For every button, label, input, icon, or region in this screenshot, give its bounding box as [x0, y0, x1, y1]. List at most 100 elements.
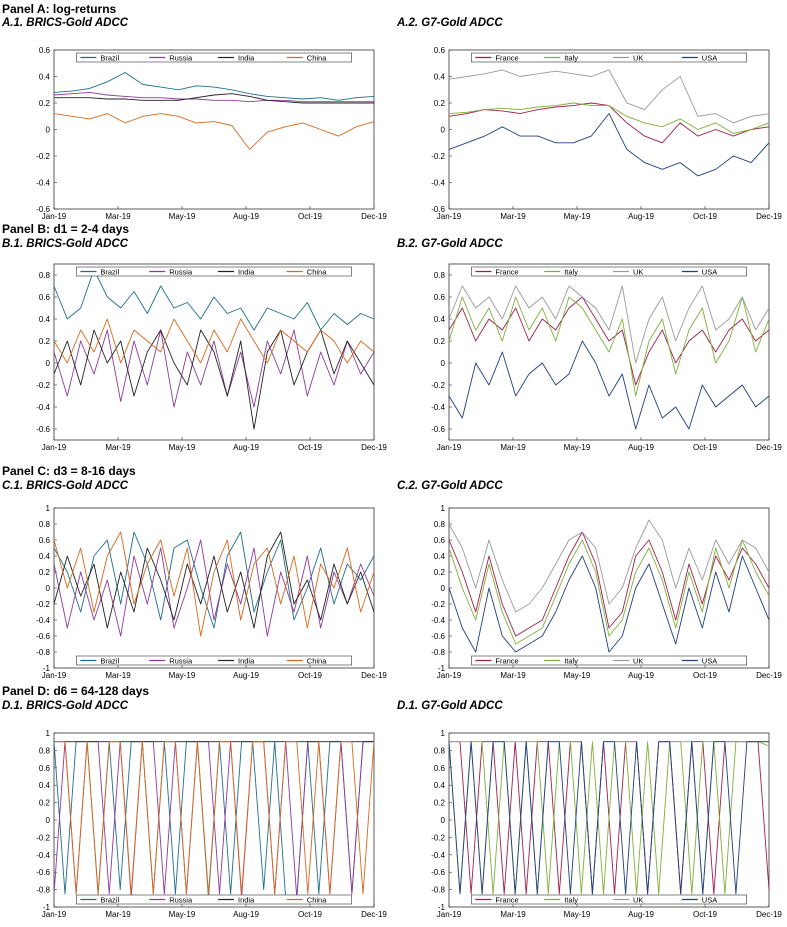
chart-d2-title: D.1. G7-Gold ADCC — [397, 700, 503, 712]
legend-box — [76, 894, 352, 905]
x-tick-label: Jan-19 — [42, 212, 67, 221]
y-tick-label: -0.2 — [36, 381, 50, 390]
series-line-china — [53, 531, 375, 637]
legend-box — [471, 52, 747, 63]
legend-label-russia: Russia — [169, 53, 193, 62]
y-tick-label: -0.4 — [36, 851, 50, 860]
y-tick-label: 0.6 — [39, 293, 51, 302]
y-tick-label: -0.4 — [36, 403, 50, 412]
y-tick-label: 0.4 — [39, 552, 51, 561]
x-tick-label: Aug-19 — [628, 212, 654, 221]
legend-label-china: China — [307, 267, 327, 276]
y-tick-label: 0.4 — [39, 781, 51, 790]
y-tick-label: 0.8 — [434, 271, 446, 280]
y-tick-label: 0.8 — [434, 520, 446, 529]
y-tick-label: 0 — [441, 584, 446, 593]
series-line-india — [53, 531, 375, 629]
y-tick-label: 1 — [441, 729, 446, 738]
legend-label-france: France — [495, 895, 518, 904]
legend-label-india: India — [238, 895, 255, 904]
chart-a2: -0.6 -0.4 -0.2 0 0.2 0.4 0.6 Jan-19 Mar-19 May-19… — [431, 46, 782, 221]
chart-c2: -1 -0.8 -0.6 -0.4 -0.2 0 0.2 0.4 0.6 0.8 1 Jan-19 Ma… — [431, 504, 782, 680]
y-tick-label: 1 — [441, 504, 446, 513]
legend-label-usa: USA — [702, 53, 717, 62]
legend-label-italy: Italy — [564, 656, 578, 665]
x-tick-label: Oct-19 — [693, 910, 718, 919]
x-tick-label: Dec-19 — [756, 212, 782, 221]
x-tick-label: Oct-19 — [298, 671, 323, 680]
y-tick-label: 1 — [46, 729, 51, 738]
y-tick-label: 0.4 — [434, 315, 446, 324]
y-tick-label: 0.4 — [434, 552, 446, 561]
y-tick-label: 0.6 — [39, 46, 51, 55]
chart-d1: -1 -0.8 -0.6 -0.4 -0.2 0 0.2 0.4 0.6 0.8 1 Jan-19 Ma… — [36, 729, 387, 919]
series-line-uk — [448, 69, 770, 124]
y-tick-label: -0.4 — [431, 616, 445, 625]
y-tick-label: -0.2 — [431, 381, 445, 390]
y-tick-label: -0.4 — [431, 851, 445, 860]
x-tick-label: Jan-19 — [42, 671, 67, 680]
y-tick-label: -1 — [438, 664, 446, 673]
y-tick-label: -0.2 — [36, 152, 50, 161]
chart-b2: -0.6 -0.4 -0.2 0 0.2 0.4 0.6 0.8 Jan-19 Mar-19 May… — [431, 263, 782, 452]
y-tick-label: 0.4 — [434, 73, 446, 82]
legend-label-italy: Italy — [564, 267, 578, 276]
y-tick-label: 0.6 — [434, 46, 446, 55]
legend-label-usa: USA — [702, 267, 717, 276]
y-tick-label: 0.4 — [434, 781, 446, 790]
y-tick-label: 0.8 — [39, 271, 51, 280]
y-tick-label: -0.6 — [431, 868, 445, 877]
x-tick-label: Dec-19 — [361, 443, 387, 452]
series-line-italy — [448, 741, 770, 895]
y-tick-label: -0.2 — [431, 152, 445, 161]
series-line-china — [53, 113, 375, 150]
legend-label-italy: Italy — [564, 53, 578, 62]
y-tick-label: 0 — [46, 359, 51, 368]
series-line-uk — [448, 285, 770, 364]
legend-label-china: China — [307, 53, 327, 62]
legend-label-russia: Russia — [169, 656, 193, 665]
x-tick-label: Aug-19 — [233, 910, 259, 919]
x-tick-label: May-19 — [169, 443, 196, 452]
x-tick-label: Oct-19 — [298, 443, 323, 452]
series-line-usa — [448, 113, 770, 177]
legend-label-india: India — [238, 53, 255, 62]
panel-b-title: Panel B: d1 = 2-4 days — [2, 222, 130, 236]
x-tick-label: Mar-19 — [500, 443, 526, 452]
x-tick-label: Jan-19 — [437, 671, 462, 680]
series-line-china — [53, 318, 375, 364]
y-tick-label: 0 — [441, 816, 446, 825]
x-tick-label: Jan-19 — [42, 443, 67, 452]
y-tick-label: 0.2 — [39, 99, 51, 108]
chart-a1-title: A.1. BRICS-Gold ADCC — [2, 17, 129, 29]
legend-label-brazil: Brazil — [100, 267, 119, 276]
legend-label-china: China — [307, 895, 327, 904]
legend-box — [471, 266, 747, 277]
y-tick-label: -0.2 — [431, 833, 445, 842]
y-tick-label: 0.2 — [434, 99, 446, 108]
legend-label-france: France — [495, 656, 518, 665]
x-tick-label: Aug-19 — [233, 443, 259, 452]
chart-a2-title: A.2. G7-Gold ADCC — [397, 17, 503, 29]
panel-a-title: Panel A: log-returns — [2, 2, 117, 16]
y-tick-label: 1 — [46, 504, 51, 513]
x-tick-label: Mar-19 — [500, 212, 526, 221]
y-tick-label: 0.2 — [434, 799, 446, 808]
y-tick-label: -0.2 — [431, 600, 445, 609]
series-line-india — [54, 93, 374, 104]
x-tick-label: Jan-19 — [437, 212, 462, 221]
x-tick-label: Aug-19 — [233, 212, 259, 221]
legend-label-brazil: Brazil — [100, 53, 119, 62]
panel-d-title: Panel D: d6 = 64-128 days — [2, 684, 150, 698]
x-tick-label: Mar-19 — [105, 443, 131, 452]
legend-box — [471, 894, 747, 905]
y-tick-label: 0.8 — [434, 746, 446, 755]
series-line-usa — [448, 555, 770, 653]
y-tick-label: 0 — [441, 359, 446, 368]
y-tick-label: 0.8 — [39, 746, 51, 755]
y-tick-label: 0.6 — [39, 536, 51, 545]
chart-b2-title: B.2. G7-Gold ADCC — [397, 238, 503, 250]
x-tick-label: Dec-19 — [756, 443, 782, 452]
legend-label-uk: UK — [633, 267, 643, 276]
x-tick-label: Mar-19 — [105, 671, 131, 680]
